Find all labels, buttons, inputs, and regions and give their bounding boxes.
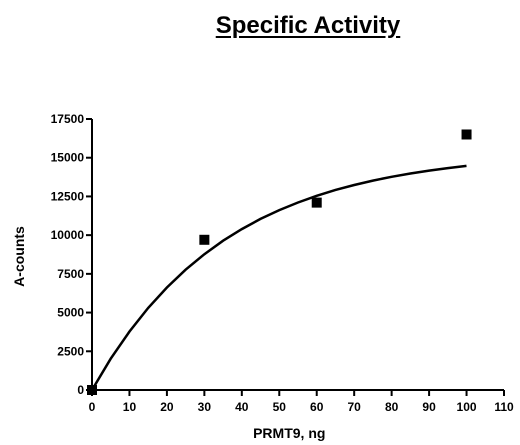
y-tick-label: 12500 bbox=[51, 189, 85, 203]
y-axis-label: A-counts bbox=[11, 226, 27, 287]
y-tick-label: 15000 bbox=[51, 151, 85, 165]
data-point bbox=[199, 234, 210, 245]
x-tick-label: 10 bbox=[123, 400, 137, 414]
y-tick-label: 5000 bbox=[57, 306, 84, 320]
x-axis-label: PRMT9, ng bbox=[253, 425, 325, 441]
x-tick-label: 30 bbox=[198, 400, 212, 414]
x-tick-label: 60 bbox=[310, 400, 324, 414]
x-tick-label: 50 bbox=[273, 400, 287, 414]
x-tick-label: 100 bbox=[457, 400, 477, 414]
data-points bbox=[87, 129, 472, 395]
y-tick-label: 10000 bbox=[51, 228, 85, 242]
chart-title: Specific Activity bbox=[215, 12, 401, 39]
x-tick-label: 40 bbox=[235, 400, 249, 414]
y-tick-label: 7500 bbox=[57, 267, 84, 281]
data-point bbox=[461, 129, 472, 140]
x-axis: 0 10 20 30 40 50 60 70 80 90 100 110 bbox=[89, 389, 514, 414]
y-tick-label: 2500 bbox=[57, 344, 84, 358]
x-tick-label: 90 bbox=[422, 400, 436, 414]
x-tick-label: 70 bbox=[348, 400, 362, 414]
data-point bbox=[87, 385, 97, 395]
y-tick-label: 17500 bbox=[51, 112, 85, 126]
fit-curve bbox=[90, 164, 467, 391]
x-tick-label: 0 bbox=[89, 400, 96, 414]
x-tick-label: 80 bbox=[385, 400, 399, 414]
data-point bbox=[311, 197, 322, 208]
x-tick-label: 110 bbox=[494, 400, 514, 414]
y-axis: 0 2500 5000 7500 10000 12500 15000 17500 bbox=[51, 112, 93, 397]
y-tick-label: 0 bbox=[77, 383, 84, 397]
x-tick-label: 20 bbox=[160, 400, 174, 414]
